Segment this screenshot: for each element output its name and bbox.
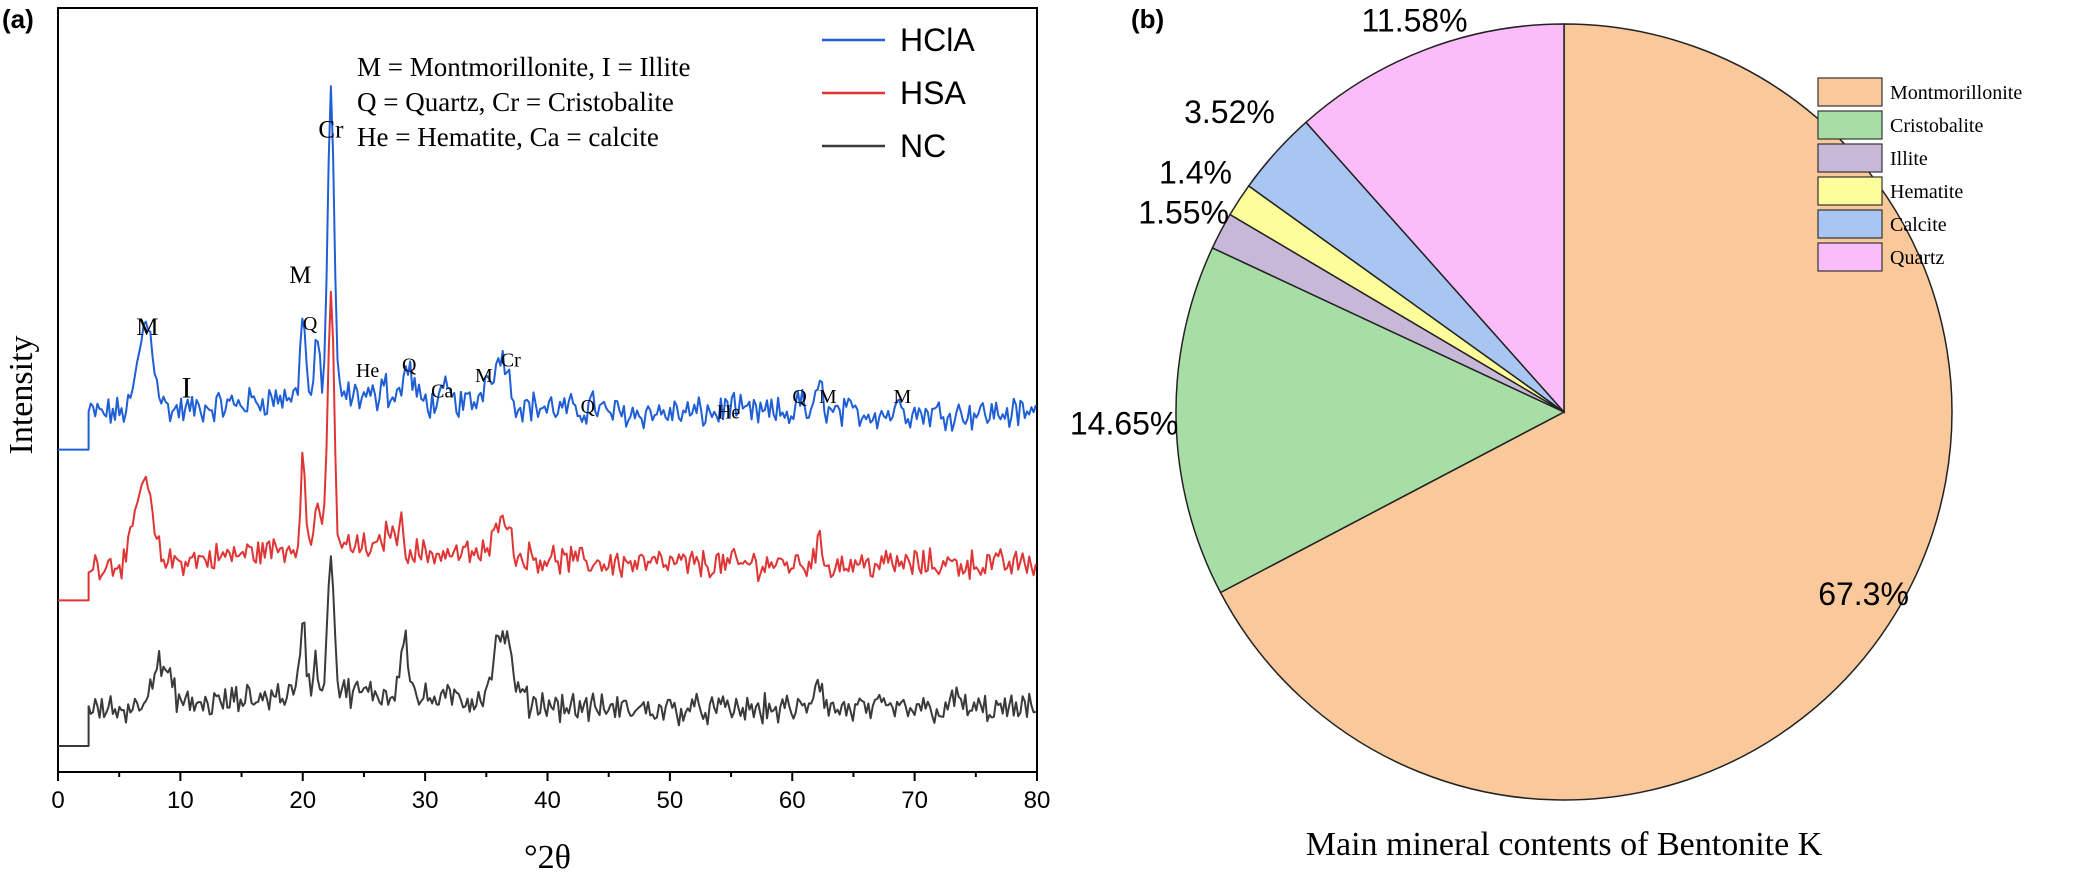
- pie-title: Main mineral contents of Bentonite K: [1306, 826, 1823, 863]
- x-tick-label: 60: [779, 787, 806, 814]
- pie-data-label: 11.58%: [1361, 2, 1467, 38]
- plot-area: [58, 85, 1037, 747]
- peak-label: He: [717, 401, 740, 423]
- legend-label-cristobalite: Cristobalite: [1890, 115, 1983, 137]
- peak-label: Q: [402, 355, 417, 377]
- peak-label: Q: [303, 313, 318, 335]
- abbreviation-key-line: Q = Quartz, Cr = Cristobalite: [357, 87, 674, 117]
- pie-data-label: 67.3%: [1818, 576, 1909, 612]
- pie-data-label: 1.55%: [1138, 194, 1229, 230]
- legend-swatch-montmorillonite: [1817, 77, 1883, 107]
- pie-slice-quartz: [1304, 23, 1565, 414]
- legend-label-hematite: Hematite: [1890, 181, 1963, 203]
- x-tick-label: 50: [657, 787, 684, 814]
- peak-label: M: [819, 386, 837, 408]
- series-line-nc: [58, 555, 1037, 747]
- peak-label: M: [893, 386, 911, 408]
- peak-label: Q: [792, 386, 807, 408]
- pie-legend: Montmorillonite Cristobalite Illite Hematit…: [1817, 77, 2022, 272]
- x-tick-label: 70: [901, 787, 928, 814]
- x-tick-label: 30: [412, 787, 439, 814]
- x-tick-label: 80: [1024, 787, 1051, 814]
- pie-data-label: 14.65%: [1070, 405, 1179, 441]
- peak-label: Cr: [501, 349, 521, 371]
- peak-label: Cr: [318, 117, 344, 144]
- pie-slice-cristobalite: [1175, 246, 1566, 594]
- abbreviation-key-line: He = Hematite, Ca = calcite: [357, 122, 659, 152]
- peak-label: Q: [581, 396, 596, 418]
- series-line-hcla: [58, 85, 1037, 451]
- pie-chart: 67.3% 14.65% 1.55%1.4% 3.52% 11.58% Main mine…: [1070, 2, 2022, 863]
- legend-label-hsa: HSA: [900, 75, 966, 111]
- legend-label-montmorillonite: Montmorillonite: [1890, 82, 2022, 104]
- x-tick-label: 0: [51, 787, 64, 814]
- pie-slice-montmorillonite: [1219, 23, 1953, 801]
- abbreviation-key-line: M = Montmorillonite, I = Illite: [357, 52, 690, 82]
- panel-a-label: (a): [2, 4, 34, 34]
- pie-data-label: 3.52%: [1184, 94, 1275, 130]
- x-tick-label: 20: [289, 787, 316, 814]
- peak-label: M: [475, 365, 493, 387]
- legend-swatch-illite: [1817, 143, 1883, 173]
- x-tick-label: 40: [534, 787, 561, 814]
- legend-label-quartz: Quartz: [1890, 247, 1945, 269]
- legend-swatch-quartz: [1817, 242, 1883, 272]
- legend-label-nc: NC: [900, 128, 946, 164]
- peak-label: I: [181, 372, 191, 405]
- legend-label-illite: Illite: [1890, 148, 1928, 170]
- legend-swatch-hematite: [1817, 176, 1883, 206]
- x-axis-label: °2θ: [524, 839, 571, 876]
- peak-label: M: [289, 262, 311, 289]
- y-axis-label: Intensity: [3, 336, 40, 455]
- legend-label-calcite: Calcite: [1890, 214, 1947, 236]
- legend-swatch-calcite: [1817, 209, 1883, 239]
- x-tick-label: 10: [167, 787, 194, 814]
- peak-label: M: [136, 314, 158, 341]
- peak-label: Ca: [431, 381, 453, 403]
- legend-label-hcla: HClA: [900, 22, 975, 58]
- pie-data-label: 1.4%: [1159, 155, 1232, 191]
- panel-b-label: (b): [1131, 4, 1164, 34]
- peak-label: He: [356, 360, 379, 382]
- series-line-hsa: [58, 290, 1037, 602]
- legend-swatch-cristobalite: [1817, 110, 1883, 140]
